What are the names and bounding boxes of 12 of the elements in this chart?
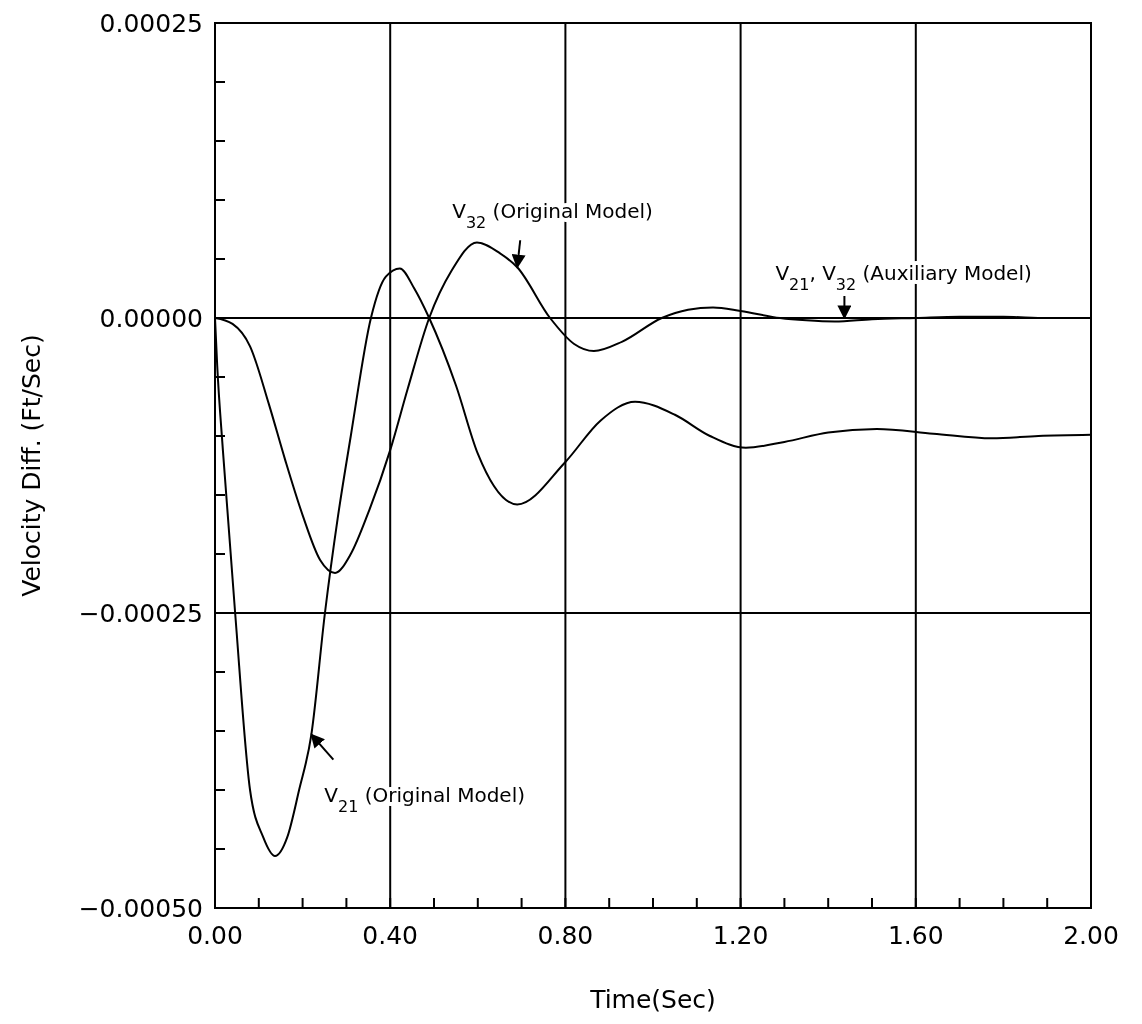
x-tick-label: 0.00: [187, 921, 243, 950]
y-tick-label: 0.00000: [99, 304, 203, 333]
y-tick-label: −0.00050: [78, 894, 203, 923]
y-axis-title: Velocity Diff. (Ft/Sec): [17, 334, 46, 597]
x-tick-label: 2.00: [1063, 921, 1119, 950]
y-tick-label: 0.00025: [99, 9, 203, 38]
x-tick-label: 0.80: [537, 921, 594, 950]
x-tick-label: 1.20: [712, 921, 769, 950]
x-axis-title: Time(Sec): [589, 985, 716, 1014]
y-tick-label: −0.00025: [78, 599, 203, 628]
x-tick-label: 1.60: [887, 921, 944, 950]
x-tick-label: 0.40: [362, 921, 419, 950]
